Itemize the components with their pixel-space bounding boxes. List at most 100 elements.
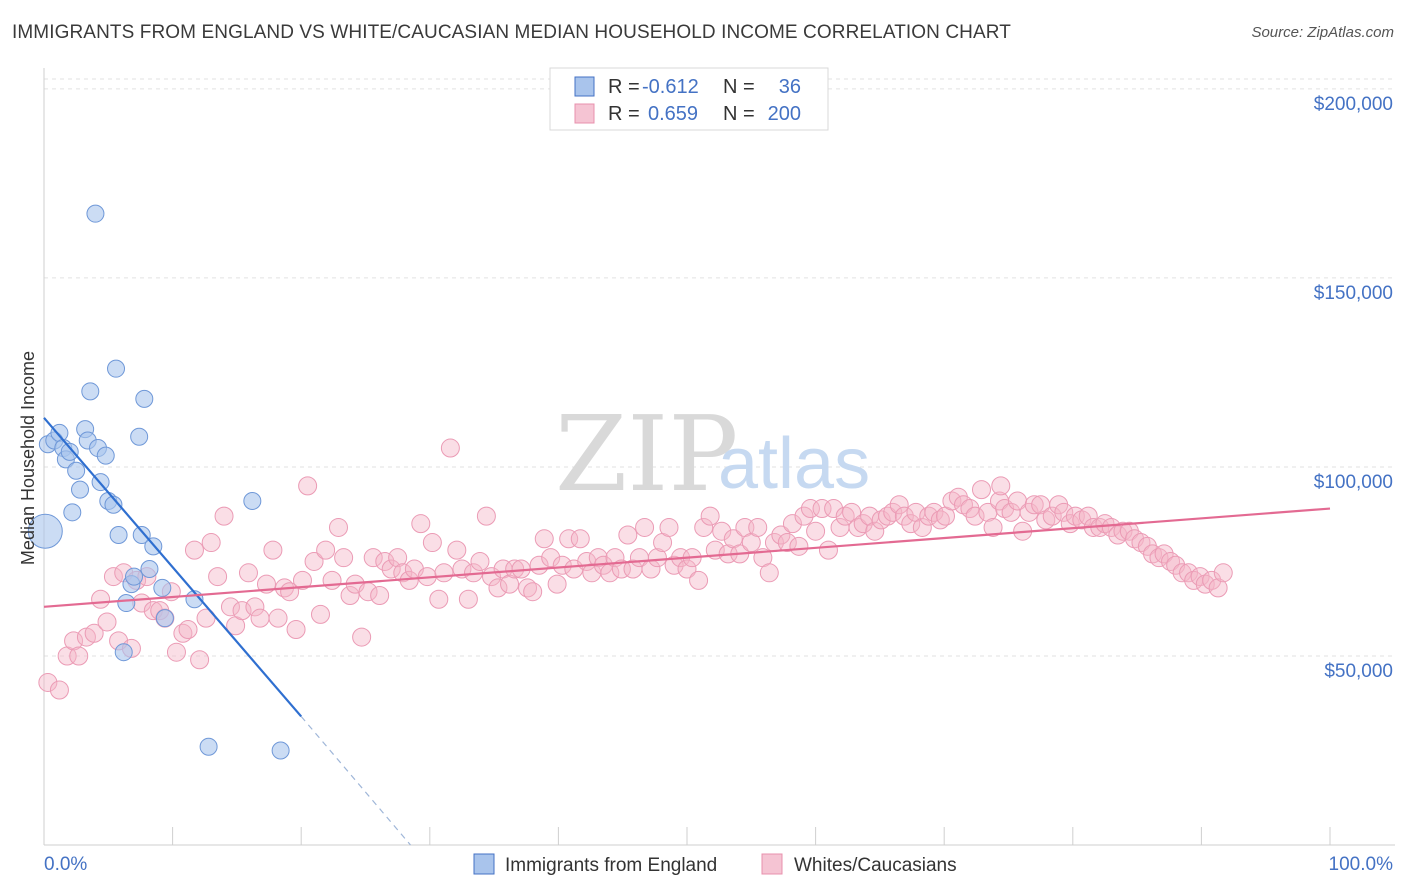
point-whites-caucasians — [1202, 570, 1222, 590]
point-whites-caucasians — [178, 620, 198, 640]
point-whites-caucasians — [298, 476, 318, 496]
point-whites-caucasians — [659, 517, 679, 537]
point-whites-caucasians — [789, 536, 809, 556]
point-immigrants-from-england — [81, 382, 100, 401]
point-immigrants-from-england — [243, 491, 262, 510]
watermark-atlas-text: atlas — [718, 424, 870, 504]
point-whites-caucasians — [812, 499, 832, 519]
point-whites-caucasians — [340, 585, 360, 605]
point-immigrants-from-england — [86, 204, 105, 223]
point-immigrants-from-england — [125, 567, 144, 586]
series-immigrants-from-england — [27, 204, 290, 760]
point-whites-caucasians — [1131, 533, 1151, 553]
point-whites-caucasians — [878, 506, 898, 526]
point-whites-caucasians — [370, 585, 390, 605]
trend-line-whites — [43, 507, 1331, 608]
point-whites-caucasians — [971, 480, 991, 500]
point-whites-caucasians — [712, 521, 732, 541]
legend-box — [549, 67, 829, 131]
point-whites-caucasians — [328, 517, 348, 537]
y-tick-label: $150,000 — [1314, 283, 1393, 304]
point-whites-caucasians — [208, 567, 228, 587]
point-whites-caucasians — [611, 559, 631, 579]
point-whites-caucasians — [664, 555, 684, 575]
point-whites-caucasians — [894, 506, 914, 526]
point-whites-caucasians — [488, 578, 508, 598]
point-whites-caucasians — [771, 525, 791, 545]
point-whites-caucasians — [214, 506, 234, 526]
point-whites-caucasians — [1095, 514, 1115, 534]
point-whites-caucasians — [1149, 548, 1169, 568]
point-whites-caucasians — [64, 631, 84, 651]
x-edge-label-right: 100.0% — [1329, 854, 1394, 875]
point-whites-caucasians — [286, 620, 306, 640]
point-whites-caucasians — [38, 672, 58, 692]
point-whites-caucasians — [552, 555, 572, 575]
point-whites-caucasians — [166, 642, 186, 662]
point-immigrants-from-england — [153, 578, 172, 597]
point-whites-caucasians — [447, 540, 467, 560]
point-whites-caucasians — [853, 514, 873, 534]
point-whites-caucasians — [1143, 544, 1163, 564]
legend-r-value-1: -0.612 — [642, 76, 699, 98]
point-whites-caucasians — [190, 650, 210, 670]
point-whites-caucasians — [470, 551, 490, 571]
point-whites-caucasians — [777, 533, 797, 553]
series-legend-pink-swatch — [761, 853, 783, 875]
point-immigrants-from-england — [50, 423, 69, 442]
point-whites-caucasians — [84, 623, 104, 643]
point-whites-caucasians — [800, 499, 820, 519]
series-legend-label-2: Whites/Caucasians — [794, 855, 957, 876]
point-whites-caucasians — [375, 551, 395, 571]
point-whites-caucasians — [388, 548, 408, 568]
point-whites-caucasians — [871, 510, 891, 530]
point-whites-caucasians — [518, 578, 538, 598]
point-immigrants-from-england — [140, 560, 159, 579]
point-whites-caucasians — [505, 559, 525, 579]
point-immigrants-from-england — [135, 389, 154, 408]
point-whites-caucasians — [919, 506, 939, 526]
point-whites-caucasians — [930, 510, 950, 530]
point-whites-caucasians — [1195, 574, 1215, 594]
point-whites-caucasians — [818, 540, 838, 560]
point-whites-caucasians — [220, 597, 240, 617]
legend-n-label-2: N = — [723, 103, 755, 125]
point-whites-caucasians — [201, 533, 221, 553]
point-whites-caucasians — [476, 506, 496, 526]
point-whites-caucasians — [49, 680, 69, 700]
point-whites-caucasians — [965, 506, 985, 526]
y-tick-label: $100,000 — [1314, 472, 1393, 493]
point-whites-caucasians — [103, 567, 123, 587]
point-whites-caucasians — [1208, 578, 1228, 598]
point-whites-caucasians — [268, 608, 288, 628]
point-whites-caucasians — [901, 514, 921, 534]
point-whites-caucasians — [883, 502, 903, 522]
point-whites-caucasians — [434, 563, 454, 583]
source-label: Source: ZipAtlas.com — [1251, 24, 1394, 41]
point-whites-caucasians — [263, 540, 283, 560]
point-whites-caucasians — [250, 608, 270, 628]
point-whites-caucasians — [322, 570, 342, 590]
watermark-zip-text: ZIP — [555, 393, 738, 515]
point-whites-caucasians — [69, 646, 89, 666]
point-whites-caucasians — [889, 495, 909, 515]
point-whites-caucasians — [363, 548, 383, 568]
point-whites-caucasians — [1042, 506, 1062, 526]
legend-n-value-2: 200 — [768, 103, 801, 125]
point-whites-caucasians — [912, 517, 932, 537]
point-whites-caucasians — [700, 506, 720, 526]
point-whites-caucasians — [559, 529, 579, 549]
point-whites-caucasians — [570, 529, 590, 549]
point-whites-caucasians — [647, 548, 667, 568]
legend-n-label-1: N = — [723, 76, 755, 98]
point-whites-caucasians — [748, 517, 768, 537]
point-whites-caucasians — [865, 521, 885, 541]
point-whites-caucasians — [458, 589, 478, 609]
point-whites-caucasians — [292, 570, 312, 590]
point-whites-caucasians — [1036, 510, 1056, 530]
series-whites-caucasians — [38, 438, 1233, 700]
point-whites-caucasians — [1078, 506, 1098, 526]
point-whites-caucasians — [97, 612, 117, 632]
point-whites-caucasians — [1213, 563, 1233, 583]
point-immigrants-from-england — [104, 495, 123, 514]
